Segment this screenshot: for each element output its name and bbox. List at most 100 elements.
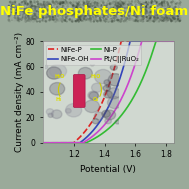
Point: [171, 10, 174, 13]
Point: [176, 1, 179, 4]
Point: [160, 19, 163, 22]
Point: [179, 5, 182, 9]
Point: [135, 20, 138, 23]
Point: [149, 10, 152, 13]
Point: [99, 19, 102, 22]
Point: [138, 4, 141, 7]
Point: [41, 11, 44, 14]
Point: [96, 11, 99, 14]
Point: [172, 20, 175, 23]
Point: [96, 14, 99, 17]
Point: [64, 2, 67, 5]
Point: [99, 20, 102, 23]
Point: [8, 20, 11, 23]
Point: [121, 11, 124, 14]
Point: [45, 9, 48, 12]
Point: [149, 16, 152, 19]
Point: [175, 2, 178, 5]
Point: [165, 19, 168, 22]
Point: [176, 15, 179, 18]
Point: [129, 3, 132, 6]
Point: [149, 0, 152, 3]
NiFe-OH: [101, 117, 103, 119]
Point: [151, 1, 154, 4]
Point: [93, 12, 96, 15]
Point: [153, 15, 156, 19]
Point: [18, 19, 21, 22]
Point: [126, 16, 129, 19]
Point: [54, 5, 57, 8]
Point: [11, 6, 14, 9]
Point: [71, 12, 74, 15]
Point: [91, 11, 94, 14]
Point: [37, 3, 40, 6]
Point: [23, 2, 26, 5]
Point: [70, 16, 73, 19]
Point: [8, 14, 11, 17]
Point: [171, 16, 174, 19]
Point: [108, 2, 112, 5]
Point: [77, 4, 80, 7]
Point: [171, 17, 174, 20]
Point: [23, 8, 26, 11]
Point: [93, 13, 96, 16]
Point: [22, 0, 25, 3]
Point: [165, 15, 168, 18]
Point: [88, 8, 91, 11]
Point: [107, 13, 110, 16]
Point: [99, 4, 102, 7]
Point: [100, 16, 103, 19]
Point: [119, 19, 122, 22]
Point: [116, 18, 119, 21]
Point: [133, 14, 136, 17]
Point: [17, 13, 20, 16]
Point: [62, 9, 65, 12]
Point: [93, 1, 96, 4]
Point: [25, 7, 28, 10]
Point: [88, 3, 91, 6]
Point: [34, 12, 37, 15]
Point: [80, 16, 83, 19]
Point: [146, 11, 149, 14]
Point: [40, 4, 43, 7]
Point: [129, 7, 132, 10]
Point: [46, 9, 49, 12]
Point: [50, 6, 53, 9]
Point: [28, 19, 31, 22]
Point: [135, 15, 138, 19]
Point: [149, 7, 152, 10]
Point: [84, 14, 87, 17]
Point: [30, 14, 33, 17]
Point: [123, 6, 126, 9]
Point: [119, 12, 122, 15]
Point: [11, 18, 14, 21]
Point: [23, 13, 26, 16]
Point: [74, 20, 77, 23]
Point: [138, 6, 141, 9]
Point: [98, 17, 101, 20]
Point: [48, 18, 51, 21]
Point: [156, 9, 159, 12]
Point: [55, 18, 58, 21]
Point: [49, 17, 52, 20]
Point: [162, 9, 165, 12]
Point: [136, 1, 139, 4]
Point: [115, 2, 118, 5]
Point: [121, 16, 124, 19]
Point: [138, 11, 141, 14]
Point: [175, 9, 178, 12]
Point: [177, 8, 180, 11]
Point: [145, 15, 148, 18]
Point: [27, 13, 30, 16]
Point: [175, 5, 178, 8]
Point: [15, 8, 19, 11]
Point: [75, 15, 78, 18]
Point: [170, 19, 173, 22]
Point: [152, 9, 155, 12]
Point: [46, 1, 49, 4]
Point: [19, 13, 22, 16]
Point: [121, 17, 124, 20]
Point: [57, 15, 60, 18]
Point: [44, 17, 47, 20]
Point: [8, 19, 11, 22]
